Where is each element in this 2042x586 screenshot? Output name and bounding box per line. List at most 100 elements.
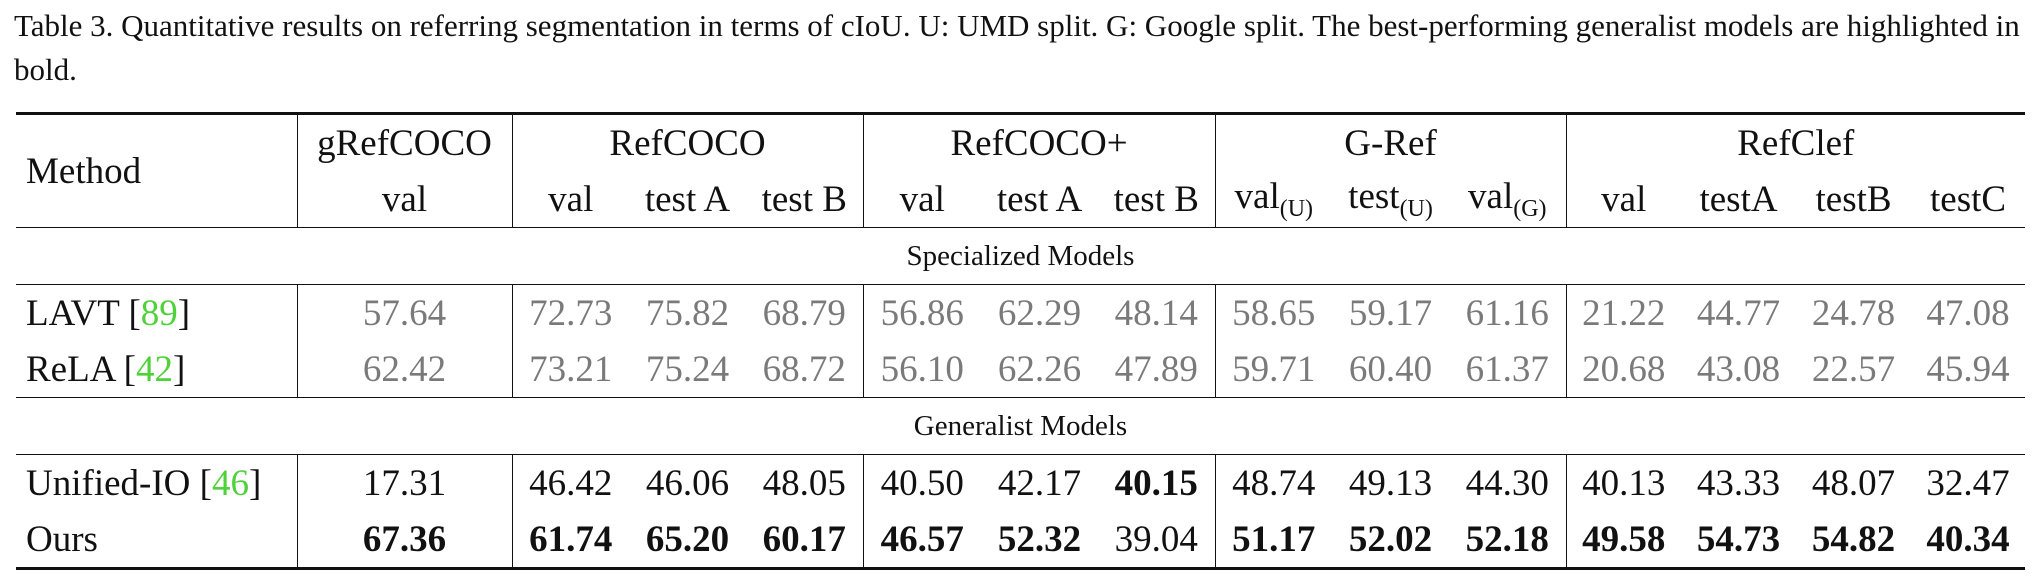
- value-cell: 49.13: [1332, 454, 1450, 511]
- value: 40.13: [1582, 462, 1666, 504]
- value-cell: 59.17: [1332, 284, 1450, 341]
- citation[interactable]: 46: [211, 462, 249, 504]
- caption: Table 3. Quantitative results on referri…: [14, 8, 2020, 87]
- value-cell: 62.26: [981, 341, 1098, 398]
- value: 72.73: [529, 292, 613, 334]
- value-cell: 73.21: [511, 341, 629, 398]
- subheader-text: testB: [1815, 178, 1892, 220]
- value: 61.37: [1465, 348, 1549, 390]
- value: 62.26: [997, 348, 1082, 390]
- subheader-sub: (U): [1399, 196, 1433, 222]
- method-cell: ReLA [42]: [16, 341, 297, 398]
- value-cell: 56.10: [862, 341, 982, 398]
- value: 52.18: [1465, 518, 1549, 560]
- value-cell: 20.68: [1565, 341, 1682, 398]
- group-header: RefCOCO+: [862, 112, 1216, 171]
- section-row: Generalist Models: [16, 397, 2026, 455]
- value: 43.33: [1696, 462, 1781, 504]
- value-cell: 52.02: [1332, 511, 1450, 570]
- method-cell: Ours: [16, 511, 297, 570]
- subheader-text: testC: [1930, 178, 2007, 220]
- subheader-cell: val: [1565, 171, 1682, 228]
- value-cell: 67.36: [296, 511, 512, 570]
- value: 48.74: [1232, 462, 1316, 504]
- value-cell: 48.74: [1214, 454, 1333, 511]
- value-cell: 60.17: [746, 511, 864, 570]
- method-cell: Unified-IO [46]: [16, 454, 297, 511]
- value: 45.94: [1926, 348, 2010, 390]
- subheader-cell: val: [296, 171, 512, 228]
- value-cell: 43.08: [1681, 341, 1796, 398]
- value: 20.68: [1582, 348, 1666, 390]
- value-cell: 46.06: [629, 454, 746, 511]
- subheader-text: test B: [1113, 178, 1199, 220]
- section-row: Specialized Models: [16, 227, 2026, 285]
- value-cell: 32.47: [1911, 454, 2026, 511]
- section-title: Specialized Models: [16, 227, 2026, 285]
- value: 24.78: [1811, 292, 1896, 334]
- value: 59.71: [1232, 348, 1316, 390]
- data-row: ReLA [42] 62.42 73.21 75.24 68.72 56.10 62.26 4…: [16, 341, 2025, 398]
- value: 65.20: [645, 518, 730, 560]
- subheader-cell: val(U): [1214, 171, 1333, 228]
- value: 75.82: [645, 292, 730, 334]
- value: 68.79: [762, 292, 846, 334]
- value: 44.77: [1696, 292, 1781, 334]
- data-row: Unified-IO [46] 17.31 46.42 46.06 48.05 40.50…: [16, 454, 2026, 511]
- value: 60.17: [762, 518, 846, 560]
- value: 40.15: [1114, 462, 1198, 504]
- subheader-text: val: [1234, 176, 1280, 217]
- value-cell: 62.29: [981, 284, 1099, 341]
- value: 17.31: [362, 462, 447, 504]
- value-cell: 61.37: [1449, 341, 1566, 398]
- subheader-text: val: [899, 178, 945, 220]
- value-cell: 51.17: [1214, 511, 1333, 570]
- subheader-text: val: [548, 178, 594, 220]
- value-cell: 48.07: [1796, 454, 1912, 511]
- value: 54.82: [1811, 518, 1896, 560]
- subheader-cell: test A: [629, 171, 746, 228]
- value: 49.13: [1348, 462, 1433, 504]
- subheader-text: test A: [644, 178, 731, 220]
- subheader-text: test B: [761, 178, 847, 220]
- value: 46.42: [529, 462, 613, 504]
- method-bracket: ]: [248, 462, 262, 504]
- value: 47.08: [1926, 292, 2010, 334]
- value-cell: 21.22: [1565, 284, 1682, 341]
- value-cell: 46.57: [862, 511, 982, 570]
- data-row: LAVT [89] 57.64 72.73 75.82 68.79 56.86 62.29 4…: [16, 284, 2026, 341]
- subheader-cell: test(U): [1332, 171, 1449, 228]
- value-cell: 44.77: [1681, 284, 1797, 341]
- group-header: RefCOCO: [511, 112, 864, 171]
- subheader-text: testA: [1699, 178, 1778, 220]
- citation[interactable]: 42: [135, 348, 173, 390]
- subheader-cell: testA: [1681, 171, 1796, 228]
- value-cell: 52.18: [1449, 511, 1567, 570]
- value: 56.86: [880, 292, 964, 334]
- value-cell: 72.73: [511, 284, 629, 341]
- subheader-cell: val: [862, 171, 982, 228]
- citation[interactable]: 89: [140, 292, 178, 334]
- subheader-cell: test B: [746, 171, 863, 228]
- value: 75.24: [645, 348, 730, 390]
- value-cell: 40.15: [1098, 454, 1216, 511]
- method-name: Unified-IO [: [26, 462, 212, 504]
- value-cell: 43.33: [1681, 454, 1797, 511]
- value: 61.16: [1465, 292, 1549, 334]
- value: 44.30: [1465, 462, 1549, 504]
- value-cell: 62.42: [296, 341, 512, 398]
- value-cell: 47.08: [1911, 284, 2026, 341]
- subheader-sub: (G): [1513, 196, 1547, 222]
- value-cell: 52.32: [981, 511, 1099, 570]
- value: 48.05: [762, 462, 846, 504]
- value-cell: 68.72: [746, 341, 863, 398]
- value: 58.65: [1232, 292, 1316, 334]
- value: 52.32: [997, 518, 1082, 560]
- value: 22.57: [1811, 348, 1896, 390]
- subheader-cell: testB: [1796, 171, 1911, 228]
- value-cell: 60.40: [1332, 341, 1449, 398]
- value: 62.29: [997, 292, 1082, 334]
- value-cell: 59.71: [1214, 341, 1333, 398]
- value: 43.08: [1696, 348, 1781, 390]
